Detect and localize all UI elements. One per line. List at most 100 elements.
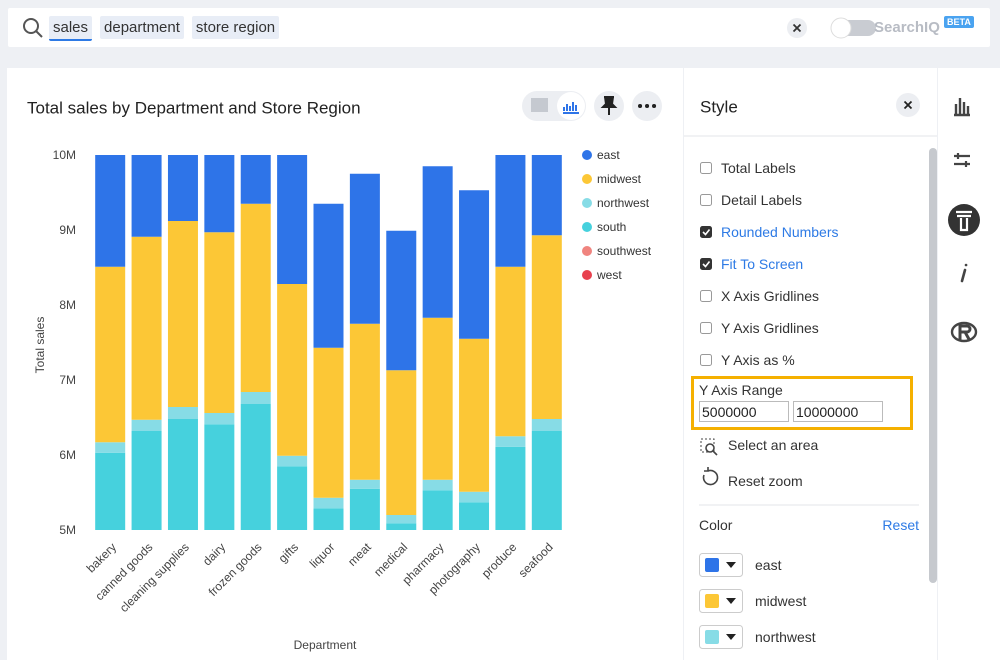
search-controls: [787, 17, 876, 39]
searchiq-label: SearchIQ: [874, 19, 940, 36]
bar-segment: [277, 466, 308, 530]
legend-label[interactable]: east: [597, 148, 620, 162]
legend-label[interactable]: northwest: [597, 196, 650, 210]
beta-badge: BETA: [944, 16, 974, 28]
scrollbar[interactable]: [929, 148, 937, 583]
bar-segment: [531, 431, 562, 530]
y-axis-title: Total sales: [33, 317, 47, 374]
legend-swatch[interactable]: [582, 270, 592, 280]
x-tick-label: cleaning supplies: [117, 540, 192, 615]
legend-swatch[interactable]: [582, 198, 592, 208]
bar-segment: [422, 317, 453, 480]
legend-swatch[interactable]: [582, 222, 592, 232]
bar-segment: [422, 166, 453, 318]
bar-segment: [204, 413, 235, 425]
action-select-area[interactable]: Select an area: [728, 437, 818, 453]
option-label[interactable]: Y Axis Gridlines: [721, 320, 819, 336]
option-label[interactable]: Rounded Numbers: [721, 224, 839, 240]
legend-swatch[interactable]: [582, 150, 592, 160]
rail-info-icon[interactable]: [960, 263, 968, 283]
chart-view-icon: [563, 102, 579, 114]
bar-segment: [531, 419, 562, 431]
bar-segment: [349, 173, 380, 324]
search-tokens: sales department store region: [49, 16, 287, 41]
checkbox[interactable]: [700, 226, 712, 238]
checkbox[interactable]: [700, 258, 712, 270]
table-view-icon[interactable]: [531, 98, 548, 112]
bar-segment: [204, 155, 235, 233]
bar-segment: [167, 155, 198, 221]
search-token[interactable]: store region: [191, 16, 280, 39]
toggle-knob: [830, 17, 852, 39]
search-bar[interactable]: sales department store region SearchIQ BET…: [8, 8, 990, 47]
bar-segment: [422, 479, 453, 491]
range-label: Y Axis Range: [699, 382, 783, 398]
option-label[interactable]: X Axis Gridlines: [721, 288, 819, 304]
bar-segment: [459, 491, 490, 503]
search-token[interactable]: sales: [49, 16, 93, 41]
checkmark: [702, 229, 711, 236]
color-swatch: [705, 558, 719, 572]
dropdown-arrow: [726, 634, 736, 640]
bar-segment: [313, 347, 344, 498]
option-label[interactable]: Y Axis as %: [721, 352, 795, 368]
bar-segment: [386, 230, 417, 371]
bar-segment: [277, 155, 308, 284]
rail-settings-icon[interactable]: [954, 153, 970, 167]
bar-segment: [95, 266, 126, 443]
bar-segment: [349, 488, 380, 530]
legend-swatch[interactable]: [582, 246, 592, 256]
legend-swatch[interactable]: [582, 174, 592, 184]
rail-r-icon[interactable]: [950, 321, 978, 343]
legend-label[interactable]: south: [597, 220, 626, 234]
dropdown-arrow: [726, 598, 736, 604]
checkbox[interactable]: [700, 322, 712, 334]
bar-segment: [131, 419, 162, 431]
x-tick-label: produce: [479, 540, 520, 581]
option-label[interactable]: Total Labels: [721, 160, 796, 176]
x-tick-label: meat: [345, 540, 374, 569]
range-max-input[interactable]: [793, 401, 883, 422]
bar-segment: [531, 235, 562, 419]
color-reset[interactable]: Reset: [882, 517, 919, 533]
bar-segment: [240, 404, 271, 530]
legend-label[interactable]: southwest: [597, 244, 652, 258]
bar-segment: [240, 203, 271, 392]
legend-label[interactable]: midwest: [597, 172, 642, 186]
x-axis-title: Department: [294, 638, 357, 652]
checkbox[interactable]: [700, 162, 712, 174]
rail-icons: [948, 98, 980, 343]
option-label[interactable]: Fit To Screen: [721, 256, 803, 272]
highlight-box: [691, 376, 913, 430]
range-min-input[interactable]: [699, 401, 789, 422]
option-label[interactable]: Detail Labels: [721, 192, 802, 208]
checkbox[interactable]: [700, 354, 712, 366]
y-tick-label: 6M: [59, 448, 76, 462]
y-tick-label: 5M: [59, 523, 76, 537]
bar-segment: [277, 284, 308, 456]
action-reset-zoom[interactable]: Reset zoom: [728, 473, 803, 489]
bar-segment: [95, 155, 126, 267]
x-tick-label: bakery: [84, 540, 119, 575]
bar-segment: [204, 424, 235, 530]
rail-r-glyph: [958, 324, 972, 342]
bar-segment: [240, 392, 271, 404]
bar-segment: [277, 455, 308, 467]
reset-zoom-icon: [702, 467, 719, 486]
bar-segment: [167, 221, 198, 407]
search-token[interactable]: department: [100, 16, 184, 39]
rail-style-button[interactable]: [948, 204, 980, 236]
checkbox[interactable]: [700, 194, 712, 206]
bar-segment: [386, 515, 417, 524]
bar-segment: [349, 479, 380, 489]
legend-label[interactable]: west: [596, 268, 622, 282]
checkbox[interactable]: [700, 290, 712, 302]
style-panel-content: Style Y Axis Range 5000000 10000000 Sele…: [684, 93, 937, 649]
bar-segment: [495, 446, 526, 530]
bar-segment: [386, 370, 417, 515]
bar-segment: [313, 203, 344, 348]
rail-chart-icon[interactable]: [954, 98, 970, 117]
bar-segment: [495, 266, 526, 437]
bar-segment: [131, 236, 162, 420]
